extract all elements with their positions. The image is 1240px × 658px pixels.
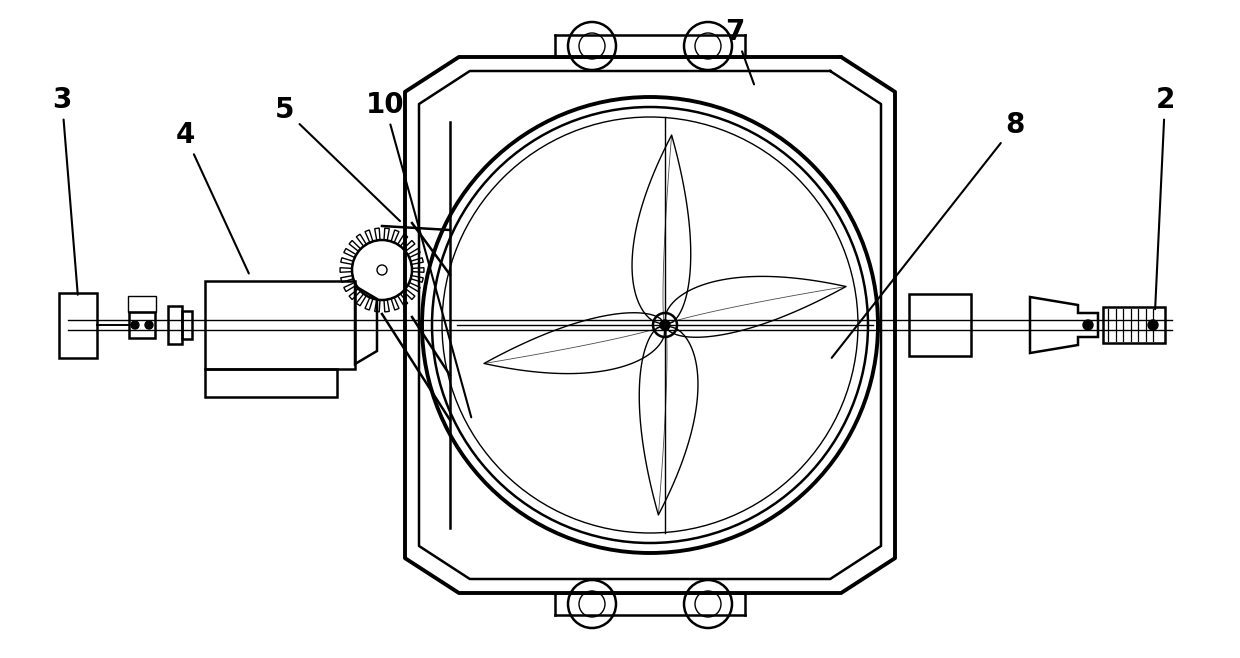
Text: 5: 5 — [275, 96, 401, 221]
Text: 10: 10 — [366, 91, 471, 417]
Text: 4: 4 — [175, 121, 249, 274]
Text: 3: 3 — [52, 86, 78, 295]
Text: 2: 2 — [1156, 86, 1174, 309]
Circle shape — [660, 320, 670, 330]
Circle shape — [131, 321, 139, 329]
Circle shape — [145, 321, 153, 329]
Circle shape — [1148, 320, 1158, 330]
Text: 7: 7 — [725, 18, 754, 84]
Circle shape — [1083, 320, 1092, 330]
Text: 8: 8 — [832, 111, 1024, 358]
